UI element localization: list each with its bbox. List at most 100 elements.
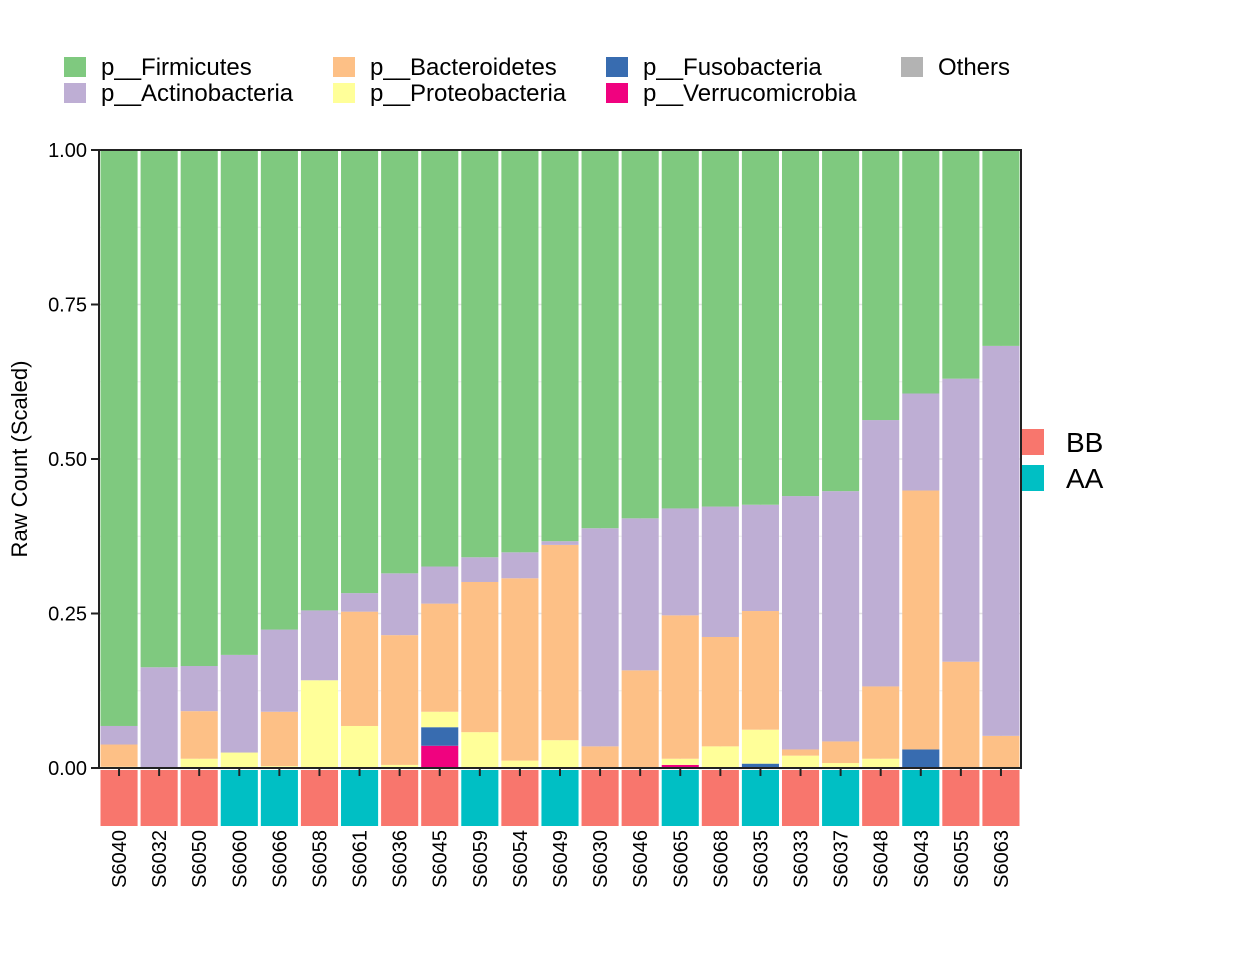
x-tick-label: S6061: [350, 830, 372, 888]
group-cell-S6036-bb: [381, 770, 419, 826]
bar-segment-S6049-p-proteobacteria: [541, 740, 579, 768]
legend-label: p__Firmicutes: [101, 54, 252, 81]
bar-segment-S6045-p-proteobacteria: [421, 711, 459, 728]
group-legend-label: AA: [1066, 463, 1104, 494]
group-cell-S6061-aa: [341, 770, 379, 826]
bar-segment-S6061-p-bacteroidetes: [341, 611, 379, 726]
group-cell-S6030-bb: [581, 770, 619, 826]
bar-segment-S6030-p-firmicutes: [581, 150, 619, 529]
bar-segment-S6061-p-proteobacteria: [341, 725, 379, 768]
bar-segment-S6058-p-proteobacteria: [300, 680, 339, 768]
x-tick-label: S6032: [149, 830, 171, 888]
bar-segment-S6040-p-firmicutes: [100, 150, 138, 726]
bar-segment-S6068-p-proteobacteria: [701, 746, 739, 768]
bar-segment-S6068-p-firmicutes: [701, 150, 739, 507]
bar-segment-S6035-p-firmicutes: [741, 150, 779, 505]
y-axis: 0.00 0.25 0.50 0.75 1.00: [48, 140, 99, 780]
group-cell-S6048-bb: [862, 770, 900, 826]
bar-segment-S6048-p-firmicutes: [862, 150, 900, 421]
group-cell-S6060-aa: [220, 770, 258, 826]
x-tick-label: S6030: [590, 830, 612, 888]
bar-segment-S6061-p-actinobacteria: [341, 593, 379, 612]
x-tick-label: S6043: [911, 830, 933, 888]
bars: [100, 150, 1020, 768]
bar-segment-S6058-p-actinobacteria: [300, 610, 339, 681]
legend-swatch: [606, 57, 628, 77]
x-tick-label: S6058: [309, 830, 331, 888]
bar-segment-S6060-p-firmicutes: [220, 150, 258, 655]
bar-segment-S6065-p-proteobacteria: [661, 758, 699, 765]
group-legend: BB AA: [1022, 427, 1104, 494]
bar-segment-S6043-p-bacteroidetes: [902, 490, 940, 750]
bar-segment-S6035-p-fusobacteria: [741, 763, 779, 768]
bar-segment-S6065-p-verrucomicrobia: [661, 764, 699, 768]
bar-segment-S6046-p-firmicutes: [621, 150, 659, 519]
bar-segment-S6060-p-proteobacteria: [220, 752, 258, 768]
bar-segment-S6048-p-proteobacteria: [862, 758, 900, 768]
bar-segment-S6066-p-actinobacteria: [260, 629, 298, 712]
group-cell-S6046-bb: [621, 770, 659, 826]
legend-label: p__Proteobacteria: [370, 80, 567, 107]
group-legend-swatch: [1022, 429, 1044, 455]
group-cell-S6043-aa: [902, 770, 940, 826]
group-cell-S6055-bb: [942, 770, 980, 826]
bar-segment-S6045-p-fusobacteria: [421, 727, 459, 746]
bar-segment-S6043-p-actinobacteria: [902, 393, 940, 491]
x-tick-label: S6049: [550, 830, 572, 888]
group-cell-S6035-aa: [741, 770, 779, 826]
bar-segment-S6065-p-firmicutes: [661, 150, 699, 509]
legend-label: p__Verrucomicrobia: [643, 80, 857, 107]
bar-segment-S6032-p-actinobacteria: [140, 667, 178, 768]
bar-segment-S6045-p-verrucomicrobia: [421, 745, 459, 768]
bar-segment-S6059-p-actinobacteria: [461, 557, 499, 582]
bar-segment-S6060-p-actinobacteria: [220, 654, 258, 753]
group-cell-S6059-aa: [461, 770, 499, 826]
y-tick-label: 0.25: [48, 604, 87, 626]
bar-segment-S6037-p-bacteroidetes: [822, 741, 860, 764]
bar-segment-S6059-p-proteobacteria: [461, 732, 499, 768]
bar-segment-S6037-p-firmicutes: [822, 150, 860, 492]
bar-segment-S6033-p-actinobacteria: [781, 496, 820, 750]
bar-segment-S6063-p-firmicutes: [982, 150, 1020, 346]
bar-segment-S6035-p-proteobacteria: [741, 729, 779, 764]
bar-segment-S6066-p-bacteroidetes: [260, 711, 298, 767]
y-tick-label: 0.00: [48, 758, 87, 780]
x-tick-label: S6048: [871, 830, 893, 888]
bar-segment-S6068-p-bacteroidetes: [701, 636, 739, 747]
x-tick-label: S6054: [510, 830, 532, 888]
group-cell-S6054-bb: [501, 770, 539, 826]
bar-segment-S6054-p-bacteroidetes: [501, 578, 539, 761]
bar-segment-S6030-p-actinobacteria: [581, 528, 619, 747]
y-axis-label: Raw Count (Scaled): [7, 361, 32, 558]
bar-segment-S6032-p-firmicutes: [140, 150, 178, 668]
group-cell-S6068-bb: [701, 770, 739, 826]
bar-segment-S6050-p-actinobacteria: [180, 666, 218, 712]
x-tick-label: S6050: [189, 830, 211, 888]
x-tick-label: S6055: [951, 830, 973, 888]
bar-segment-S6065-p-actinobacteria: [661, 508, 699, 616]
bar-segment-S6045-p-actinobacteria: [421, 566, 459, 604]
x-tick-label: S6046: [630, 830, 652, 888]
bar-segment-S6040-p-bacteroidetes: [100, 744, 138, 767]
legend-swatch: [64, 57, 86, 77]
bar-segment-S6061-p-firmicutes: [341, 150, 379, 594]
bar-segment-S6063-p-bacteroidetes: [982, 735, 1020, 768]
group-legend-label: BB: [1066, 427, 1103, 458]
bar-segment-S6063-p-actinobacteria: [982, 345, 1020, 736]
bar-segment-S6055-p-firmicutes: [942, 150, 980, 379]
x-tick-label: S6033: [791, 830, 813, 888]
bar-segment-S6048-p-bacteroidetes: [862, 686, 900, 759]
bar-segment-S6050-p-bacteroidetes: [180, 711, 218, 759]
x-tick-label: S6066: [269, 830, 291, 888]
x-tick-label: S6036: [390, 830, 412, 888]
x-tick-label: S6035: [750, 830, 772, 888]
group-cell-S6045-bb: [421, 770, 459, 826]
x-tick-label: S6045: [430, 830, 452, 888]
bar-segment-S6059-p-bacteroidetes: [461, 581, 499, 733]
group-cell-S6058-bb: [300, 770, 339, 826]
bar-segment-S6050-p-proteobacteria: [180, 758, 218, 768]
group-cell-S6049-aa: [541, 770, 579, 826]
legend-swatch: [606, 83, 628, 103]
x-tick-label: S6060: [229, 830, 251, 888]
bar-segment-S6036-p-proteobacteria: [381, 764, 419, 768]
